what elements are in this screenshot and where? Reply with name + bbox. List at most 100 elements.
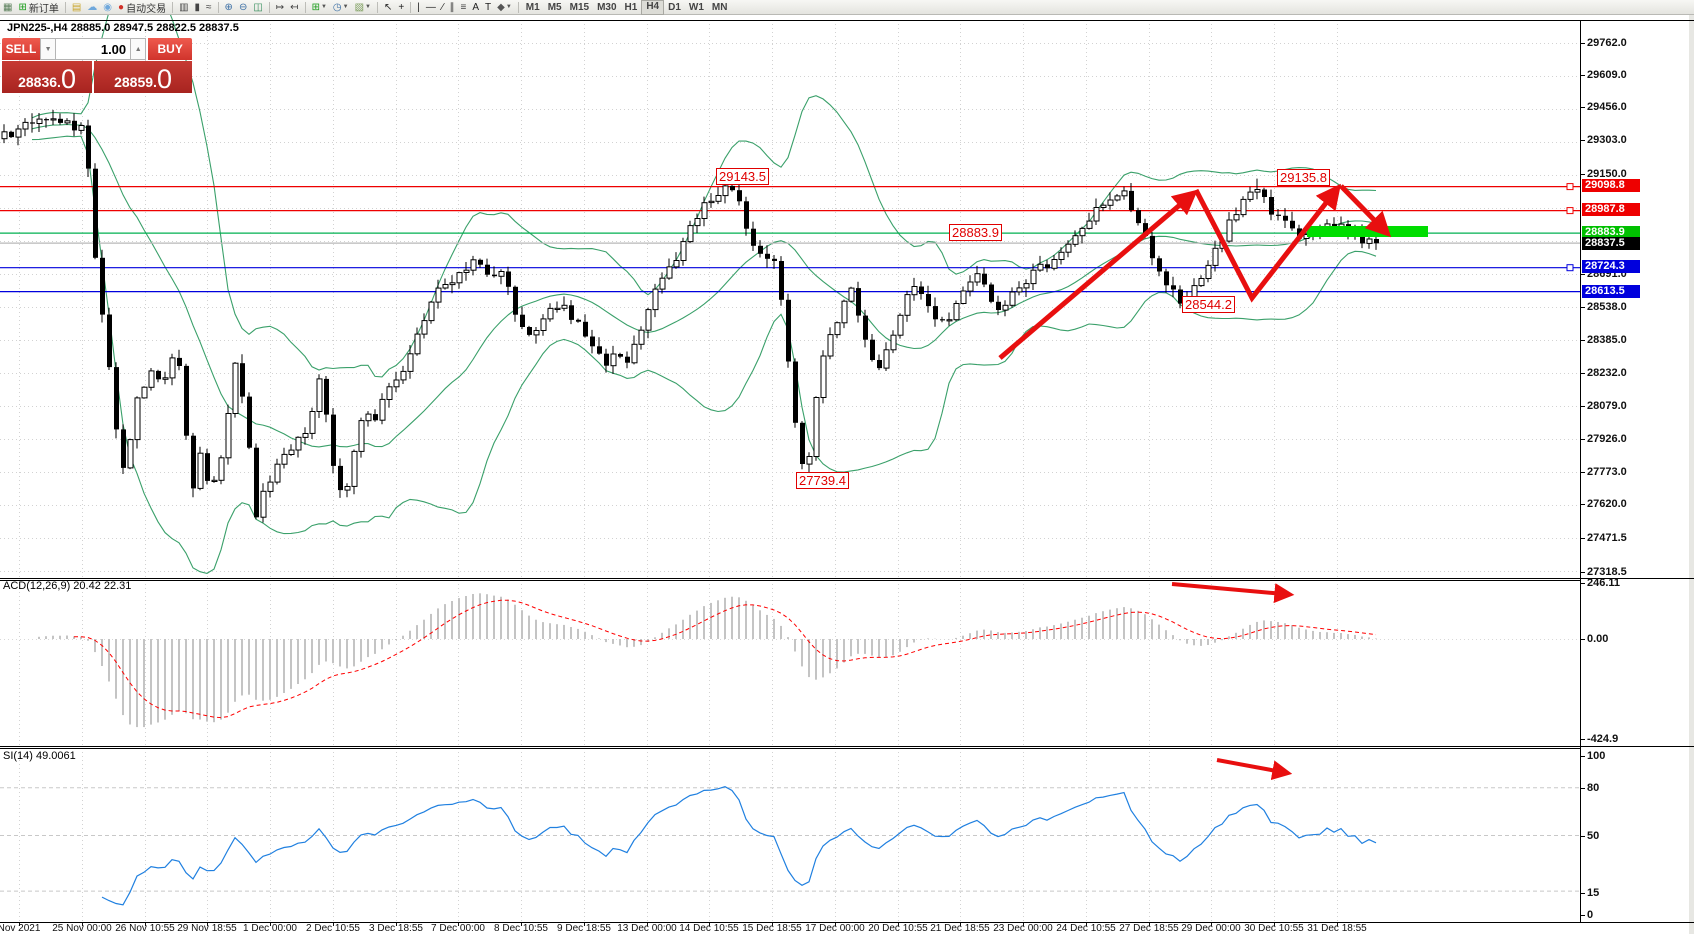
bid-price-display[interactable]: 28836. 0 (2, 61, 93, 93)
history-center-icon: ▤ (71, 1, 82, 13)
timeframe-button-mn[interactable]: MN (711, 1, 728, 13)
toolbar-separator (377, 1, 378, 13)
lot-size-input[interactable] (56, 38, 131, 60)
price-axis-tick: 29303.0 (1587, 134, 1627, 146)
candles-bullish (1, 118, 1373, 518)
price-axis-tick: 28232.0 (1587, 367, 1627, 379)
time-axis-label: 9 Dec 18:55 (557, 923, 611, 934)
rsi-trend-arrow (1216, 758, 1293, 781)
text-icon[interactable]: A (469, 1, 482, 14)
arrows-icon[interactable]: ◆ ▼ (497, 1, 512, 13)
fibonacci-icon: ≡ (460, 1, 467, 13)
toolbar-separator (517, 1, 519, 13)
macd-histogram (38, 593, 1377, 728)
ask-price-display[interactable]: 28859. 0 (94, 61, 192, 93)
chart-shift-icon: ↤ (290, 1, 299, 13)
lot-decrease-button[interactable]: ▼ (39, 38, 57, 60)
periods-icon[interactable]: ◷ ▼ (332, 1, 349, 13)
price-axis-tick: 27926.0 (1587, 433, 1627, 445)
toolbar-separator (268, 1, 270, 13)
time-axis-label: 26 Nov 10:55 (115, 923, 175, 934)
vertical-line-icon[interactable]: | (414, 1, 423, 14)
periods-icon: ◷ (332, 1, 342, 13)
zoom-in-icon[interactable]: ⊕ (222, 1, 236, 14)
price-badge: 28724.3 (1582, 260, 1640, 273)
crosshair-icon[interactable]: + (395, 1, 407, 14)
templates-icon[interactable]: ▧ ▼ (354, 1, 371, 13)
text-icon: A (472, 1, 480, 13)
rsi-scale-label: 50 (1587, 830, 1600, 842)
one-click-trade-panel: SELL ▼ ▲ BUY 28836.0 28859.0 (2, 38, 192, 93)
ask-dot: . (153, 74, 157, 90)
panel-borders (0, 20, 1694, 923)
crosshair-icon: + (398, 1, 405, 13)
new-chart-icon[interactable]: ▦ (0, 1, 15, 14)
price-axis-tick: 28079.0 (1587, 400, 1627, 412)
auto-scroll-icon[interactable]: ↦ (273, 1, 287, 14)
zigzag-projection (998, 183, 1392, 360)
timeframe-button-m15[interactable]: M15 (569, 1, 590, 13)
price-badge: 28613.5 (1582, 285, 1640, 298)
timeframe-button-w1[interactable]: W1 (688, 1, 704, 13)
rsi-scale-label: 100 (1587, 750, 1606, 762)
tile-windows-icon[interactable]: ◫ (250, 1, 265, 14)
bar-chart-icon[interactable]: ▥ (176, 1, 191, 14)
price-axis-tick: 28538.0 (1587, 301, 1627, 313)
zoom-out-icon: ⊖ (238, 1, 248, 13)
macd-signal-line (74, 599, 1377, 719)
price-annotation-box[interactable]: 29143.5 (716, 168, 769, 185)
equidistant-channel-icon[interactable]: ∥ (447, 1, 458, 14)
time-axis-label: 8 Dec 10:55 (494, 923, 548, 934)
price-annotation-box[interactable]: 29135.8 (1277, 169, 1330, 186)
price-annotation-box[interactable]: 27739.4 (796, 472, 849, 489)
history-center-icon[interactable]: ▤ (69, 1, 84, 14)
price-axis-tick: 27471.5 (1587, 532, 1627, 544)
toolbar-separator (410, 1, 412, 13)
line-chart-icon[interactable]: ≈ (203, 1, 215, 14)
price-annotation-box[interactable]: 28883.9 (949, 224, 1002, 241)
fibonacci-icon[interactable]: ≡ (458, 1, 470, 14)
lot-increase-button[interactable]: ▲ (130, 38, 147, 60)
timeframe-button-h4[interactable]: H4 (641, 0, 665, 15)
time-axis-label: 13 Dec 00:00 (617, 923, 677, 934)
price-axis-tick: 27620.0 (1587, 498, 1627, 510)
time-axis-label: 23 Dec 00:00 (993, 923, 1053, 934)
sell-button[interactable]: SELL (2, 38, 40, 60)
time-axis-label: 27 Dec 18:55 (1119, 923, 1179, 934)
zoom-out-icon[interactable]: ⊖ (236, 1, 250, 14)
buy-button[interactable]: BUY (148, 38, 192, 60)
horizontal-line-icon[interactable]: — (423, 1, 439, 14)
price-annotation-box[interactable]: 28544.2 (1182, 296, 1235, 313)
timeframe-button-m5[interactable]: M5 (547, 1, 562, 13)
time-axis-label: 7 Dec 00:00 (431, 923, 485, 934)
time-axis-label: 2 Dec 10:55 (306, 923, 360, 934)
candlestick-chart-icon[interactable]: ▮ (192, 1, 204, 14)
time-axis-label: 1 Dec 00:00 (243, 923, 297, 934)
signal-icon[interactable]: ◉ (100, 1, 115, 14)
price-axis-tick: 27318.5 (1587, 566, 1627, 578)
time-axis-label: 30 Dec 10:55 (1244, 923, 1304, 934)
timeframe-button-h1[interactable]: H1 (624, 1, 638, 13)
timeframe-button-d1[interactable]: D1 (668, 1, 681, 13)
timeframe-button-m30[interactable]: M30 (597, 1, 617, 13)
new-order-button[interactable]: ⊞ 新订单 (18, 1, 59, 15)
cloud-icon: ☁ (87, 1, 98, 13)
price-axis-tick: 27773.0 (1587, 466, 1627, 478)
auto-scroll-icon: ↦ (275, 1, 285, 13)
cursor-icon: ↖ (384, 1, 393, 13)
indicators-icon[interactable]: ⊞ ▼ (311, 1, 327, 13)
window-edge-strip (1689, 15, 1694, 934)
ask-price-big-digit: 0 (156, 64, 172, 94)
ask-price-main: 28859 (114, 74, 154, 90)
autotrade-button[interactable]: ● 自动交易 (118, 1, 167, 15)
macd-scale-label: 246.11 (1587, 577, 1621, 589)
price-axis-tick: 28385.0 (1587, 334, 1627, 346)
timeframe-button-m1[interactable]: M1 (525, 1, 540, 13)
text-label-icon[interactable]: T (482, 1, 494, 14)
trendline-icon[interactable]: ∕ (439, 1, 447, 14)
bid-dot: . (57, 74, 61, 90)
chart-shift-icon[interactable]: ↤ (287, 1, 301, 14)
cursor-icon[interactable]: ↖ (381, 1, 395, 14)
cloud-icon[interactable]: ☁ (84, 1, 100, 14)
